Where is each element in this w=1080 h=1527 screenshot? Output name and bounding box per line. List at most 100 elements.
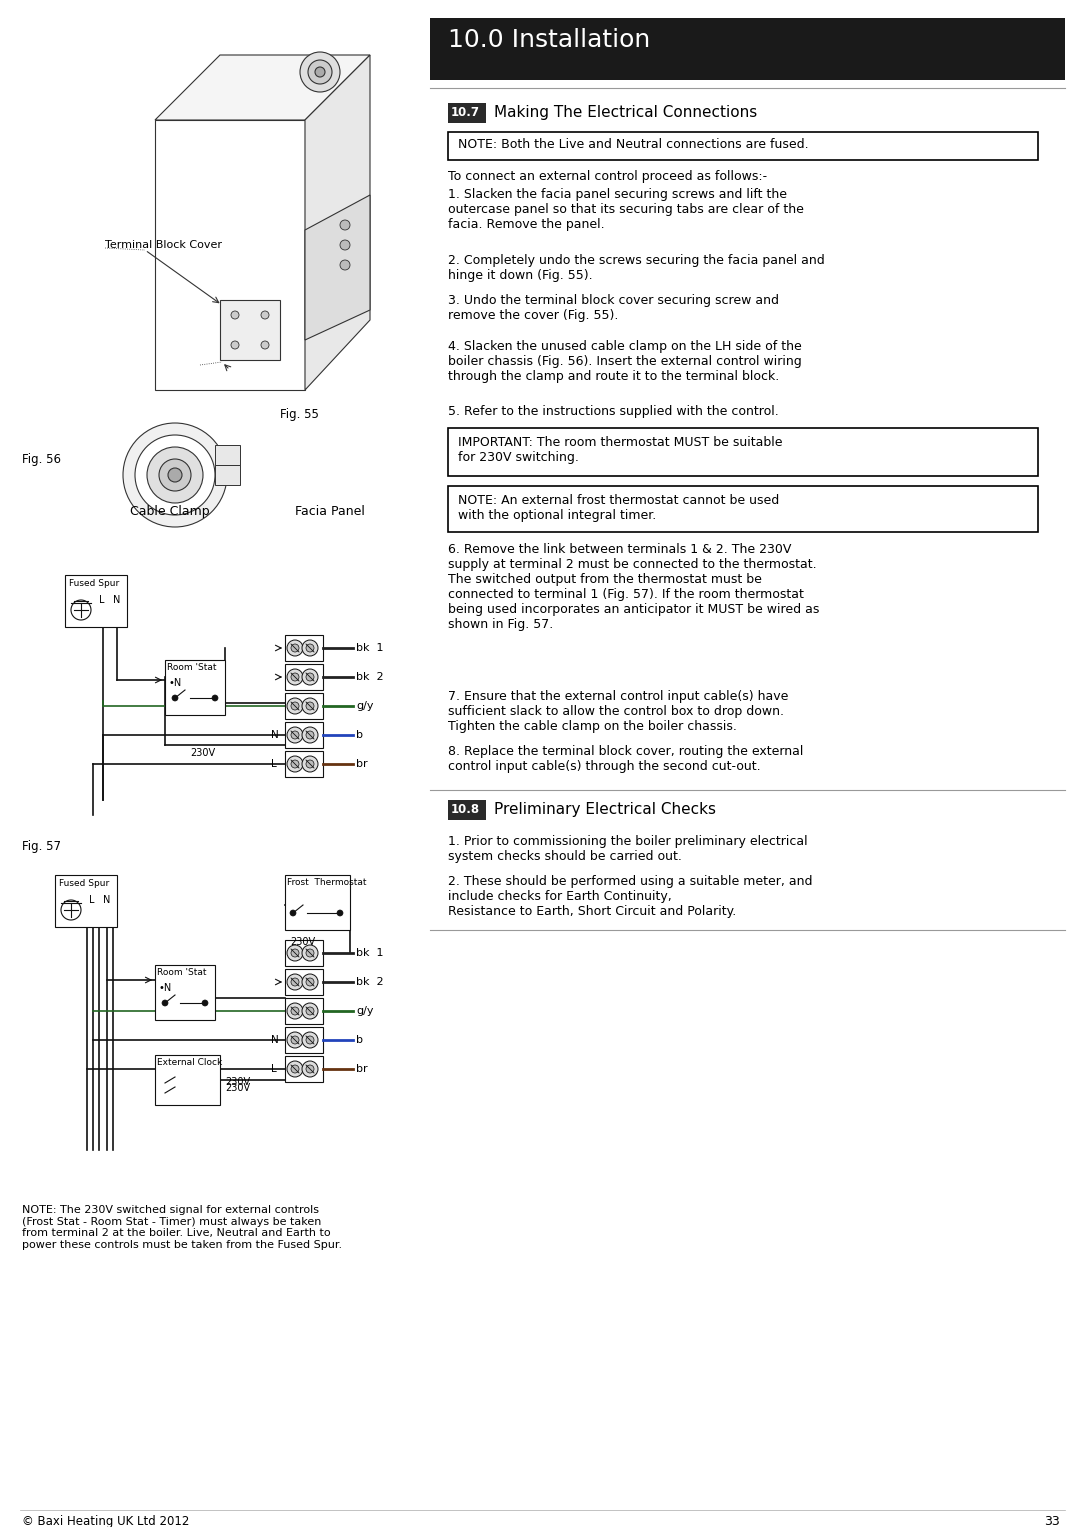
Text: Fig. 56: Fig. 56 bbox=[22, 454, 60, 466]
Bar bbox=[285, 664, 323, 690]
Text: 230V: 230V bbox=[225, 1083, 251, 1093]
Circle shape bbox=[306, 1035, 314, 1044]
Text: Room 'Stat: Room 'Stat bbox=[157, 968, 206, 977]
Circle shape bbox=[302, 1061, 318, 1077]
Bar bbox=[285, 875, 350, 930]
Text: bk  2: bk 2 bbox=[356, 672, 383, 683]
Circle shape bbox=[306, 673, 314, 681]
Text: 230V: 230V bbox=[225, 1077, 251, 1087]
Circle shape bbox=[261, 312, 269, 319]
Text: Fig. 57: Fig. 57 bbox=[22, 840, 60, 854]
Circle shape bbox=[231, 341, 239, 350]
Text: 4. Slacken the unused cable clamp on the LH side of the
boiler chassis (Fig. 56): 4. Slacken the unused cable clamp on the… bbox=[448, 341, 801, 383]
Circle shape bbox=[306, 1064, 314, 1073]
Circle shape bbox=[291, 910, 296, 916]
Text: Frost  Thermostat: Frost Thermostat bbox=[287, 878, 366, 887]
Text: Fused Spur: Fused Spur bbox=[59, 880, 109, 889]
Bar bbox=[448, 800, 486, 820]
Polygon shape bbox=[305, 195, 370, 341]
Circle shape bbox=[308, 60, 332, 84]
Text: NOTE: An external frost thermostat cannot be used
with the optional integral tim: NOTE: An external frost thermostat canno… bbox=[458, 495, 780, 522]
Circle shape bbox=[340, 260, 350, 270]
Bar bbox=[285, 1028, 323, 1054]
Text: IMPORTANT: The room thermostat MUST be suitable
for 230V switching.: IMPORTANT: The room thermostat MUST be s… bbox=[458, 437, 783, 464]
Circle shape bbox=[168, 467, 183, 483]
Circle shape bbox=[261, 341, 269, 350]
Text: g/y: g/y bbox=[356, 1006, 374, 1015]
Circle shape bbox=[291, 702, 299, 710]
Text: br: br bbox=[356, 1064, 367, 1073]
Bar bbox=[285, 751, 323, 777]
Circle shape bbox=[291, 1035, 299, 1044]
Circle shape bbox=[291, 1064, 299, 1073]
Circle shape bbox=[287, 1032, 303, 1048]
Bar bbox=[285, 635, 323, 661]
Circle shape bbox=[340, 240, 350, 250]
Circle shape bbox=[287, 1061, 303, 1077]
Circle shape bbox=[291, 731, 299, 739]
Text: Facia Panel: Facia Panel bbox=[295, 505, 365, 518]
Circle shape bbox=[306, 1006, 314, 1015]
Text: 33: 33 bbox=[1044, 1515, 1059, 1527]
Text: 1. Prior to commissioning the boiler preliminary electrical
system checks should: 1. Prior to commissioning the boiler pre… bbox=[448, 835, 808, 863]
Circle shape bbox=[306, 760, 314, 768]
Circle shape bbox=[302, 698, 318, 715]
Text: L: L bbox=[89, 895, 95, 906]
Text: 10.0 Installation: 10.0 Installation bbox=[448, 27, 650, 52]
Text: NOTE: Both the Live and Neutral connections are fused.: NOTE: Both the Live and Neutral connecti… bbox=[458, 137, 809, 151]
Bar bbox=[156, 1055, 220, 1106]
Circle shape bbox=[302, 1032, 318, 1048]
Text: bk  1: bk 1 bbox=[356, 643, 383, 654]
Text: L: L bbox=[271, 1064, 276, 1073]
Circle shape bbox=[162, 1000, 168, 1006]
Bar bbox=[156, 965, 215, 1020]
Circle shape bbox=[302, 640, 318, 657]
Text: 230V: 230V bbox=[291, 938, 315, 947]
Circle shape bbox=[291, 760, 299, 768]
Text: Cable Clamp: Cable Clamp bbox=[130, 505, 210, 518]
Text: g/y: g/y bbox=[356, 701, 374, 712]
Circle shape bbox=[291, 1006, 299, 1015]
Polygon shape bbox=[305, 55, 370, 389]
Bar bbox=[448, 486, 1038, 531]
Text: •N: •N bbox=[159, 983, 172, 993]
Bar bbox=[285, 970, 323, 996]
Circle shape bbox=[287, 974, 303, 989]
Circle shape bbox=[287, 669, 303, 686]
Text: 2. These should be performed using a suitable meter, and
include checks for Eart: 2. These should be performed using a sui… bbox=[448, 875, 812, 918]
Circle shape bbox=[60, 899, 81, 919]
Bar bbox=[430, 18, 1065, 79]
Circle shape bbox=[287, 945, 303, 960]
Text: NOTE: The 230V switched signal for external controls
(Frost Stat - Room Stat - T: NOTE: The 230V switched signal for exter… bbox=[22, 1205, 342, 1249]
Circle shape bbox=[202, 1000, 208, 1006]
Bar bbox=[65, 576, 127, 628]
Text: bk  2: bk 2 bbox=[356, 977, 383, 986]
Circle shape bbox=[337, 910, 343, 916]
Circle shape bbox=[302, 974, 318, 989]
Text: 7. Ensure that the external control input cable(s) have
sufficient slack to allo: 7. Ensure that the external control inpu… bbox=[448, 690, 788, 733]
Circle shape bbox=[212, 695, 218, 701]
Bar bbox=[285, 693, 323, 719]
Bar bbox=[448, 131, 1038, 160]
Text: Terminal Block Cover: Terminal Block Cover bbox=[105, 240, 222, 250]
Circle shape bbox=[287, 756, 303, 773]
Text: 3. Undo the terminal block cover securing screw and
remove the cover (Fig. 55).: 3. Undo the terminal block cover securin… bbox=[448, 295, 779, 322]
Circle shape bbox=[302, 1003, 318, 1019]
Circle shape bbox=[306, 644, 314, 652]
Circle shape bbox=[302, 945, 318, 960]
Bar bbox=[285, 941, 323, 967]
Circle shape bbox=[315, 67, 325, 76]
Bar bbox=[165, 660, 225, 715]
Text: b: b bbox=[356, 1035, 363, 1044]
Circle shape bbox=[287, 640, 303, 657]
Text: br: br bbox=[356, 759, 367, 770]
Bar bbox=[285, 1057, 323, 1083]
Text: 10.8: 10.8 bbox=[451, 803, 481, 815]
Polygon shape bbox=[156, 121, 305, 389]
Bar bbox=[55, 875, 117, 927]
Circle shape bbox=[300, 52, 340, 92]
Circle shape bbox=[287, 1003, 303, 1019]
Text: 2. Completely undo the screws securing the facia panel and
hinge it down (Fig. 5: 2. Completely undo the screws securing t… bbox=[448, 253, 825, 282]
Circle shape bbox=[306, 731, 314, 739]
Text: 10.7: 10.7 bbox=[451, 105, 480, 119]
